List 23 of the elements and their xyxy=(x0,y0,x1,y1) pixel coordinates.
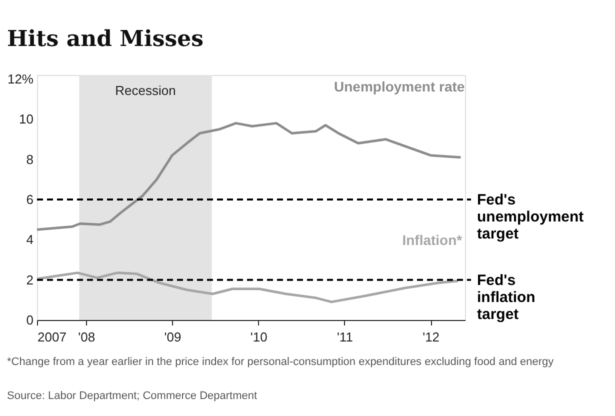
y-tick-label: 12% xyxy=(7,72,34,87)
line-series xyxy=(36,272,460,304)
ref-line-label: Fed's inflation target xyxy=(477,272,536,323)
y-tick-label: 6 xyxy=(26,192,34,208)
x-tick-label: 2007 xyxy=(38,330,66,344)
chart-title: Hits and Misses xyxy=(6,26,204,52)
x-tick-label: '12 xyxy=(422,330,440,344)
y-tick-label: 0 xyxy=(26,312,34,328)
x-tick-label: '10 xyxy=(250,330,268,344)
ref-line-label: Fed's unemployment target xyxy=(477,192,584,243)
y-tick-label: 10 xyxy=(19,112,34,127)
text: *Change from a year earlier in the price index for personal-consumption expenditures excluding food and energy xyxy=(7,356,554,368)
y-tick-label: 2 xyxy=(26,272,34,288)
source-note: Source: Labor Department; Commerce Department xyxy=(7,390,258,402)
x-tick-label: '11 xyxy=(336,330,353,344)
y-tick-label: 8 xyxy=(26,152,34,167)
x-tick-label: '08 xyxy=(78,330,96,344)
line-series xyxy=(36,122,462,231)
x-tick-label: '09 xyxy=(164,330,182,344)
text: Inflation* xyxy=(402,232,463,248)
band-label: Recession xyxy=(115,83,176,98)
text: Unemployment rate xyxy=(334,78,465,94)
y-tick-label: 4 xyxy=(26,232,34,248)
